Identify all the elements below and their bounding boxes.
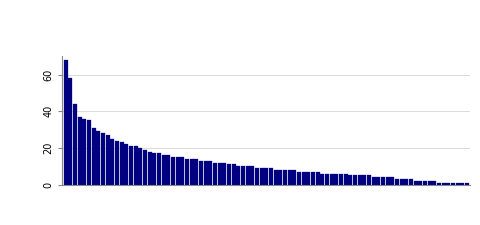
Bar (241, 166, 245, 184)
Bar (167, 155, 170, 184)
Bar (372, 177, 376, 184)
Bar (288, 170, 292, 184)
Bar (143, 150, 147, 184)
Bar (185, 159, 189, 184)
Bar (353, 175, 357, 184)
Bar (134, 146, 138, 184)
Bar (227, 164, 231, 184)
Bar (460, 183, 465, 184)
Bar (311, 172, 315, 184)
Bar (96, 131, 100, 184)
Bar (208, 161, 212, 184)
Bar (162, 155, 166, 184)
Bar (152, 153, 156, 184)
Bar (437, 183, 441, 184)
Bar (78, 117, 82, 184)
Bar (87, 120, 91, 184)
Bar (428, 181, 432, 184)
Bar (339, 173, 343, 184)
Bar (124, 144, 128, 184)
Bar (362, 175, 366, 184)
Bar (101, 133, 105, 184)
Bar (246, 166, 250, 184)
Bar (292, 170, 296, 184)
Bar (213, 162, 217, 184)
Bar (330, 173, 334, 184)
Bar (316, 172, 320, 184)
Bar (423, 181, 427, 184)
Bar (348, 175, 352, 184)
Bar (83, 119, 86, 184)
Bar (232, 164, 236, 184)
Bar (297, 172, 301, 184)
Bar (222, 162, 227, 184)
Bar (204, 161, 208, 184)
Bar (283, 170, 287, 184)
Bar (278, 170, 282, 184)
Bar (199, 161, 203, 184)
Bar (419, 181, 422, 184)
Bar (306, 172, 311, 184)
Bar (194, 159, 198, 184)
Bar (190, 159, 194, 184)
Bar (302, 172, 306, 184)
Bar (106, 135, 109, 184)
Bar (432, 181, 436, 184)
Bar (110, 139, 114, 184)
Bar (260, 168, 264, 184)
Bar (68, 78, 72, 184)
Bar (409, 179, 413, 184)
Bar (218, 162, 222, 184)
Bar (386, 177, 390, 184)
Bar (237, 166, 240, 184)
Bar (157, 153, 161, 184)
Bar (115, 141, 119, 184)
Bar (325, 173, 329, 184)
Bar (269, 168, 273, 184)
Bar (264, 168, 268, 184)
Bar (120, 142, 124, 184)
Bar (451, 183, 455, 184)
Bar (64, 60, 68, 184)
Bar (405, 179, 408, 184)
Bar (376, 177, 381, 184)
Bar (92, 128, 96, 184)
Bar (138, 148, 143, 184)
Bar (171, 157, 175, 184)
Bar (255, 168, 259, 184)
Bar (381, 177, 385, 184)
Bar (400, 179, 404, 184)
Bar (344, 173, 348, 184)
Bar (442, 183, 446, 184)
Bar (456, 183, 460, 184)
Bar (395, 179, 399, 184)
Bar (148, 151, 152, 184)
Bar (446, 183, 450, 184)
Bar (251, 166, 254, 184)
Bar (176, 157, 180, 184)
Bar (129, 146, 133, 184)
Bar (335, 173, 338, 184)
Bar (414, 181, 418, 184)
Bar (390, 177, 395, 184)
Bar (180, 157, 184, 184)
Bar (274, 170, 278, 184)
Bar (465, 183, 469, 184)
Bar (367, 175, 371, 184)
Bar (73, 104, 77, 184)
Bar (358, 175, 362, 184)
Bar (321, 173, 324, 184)
